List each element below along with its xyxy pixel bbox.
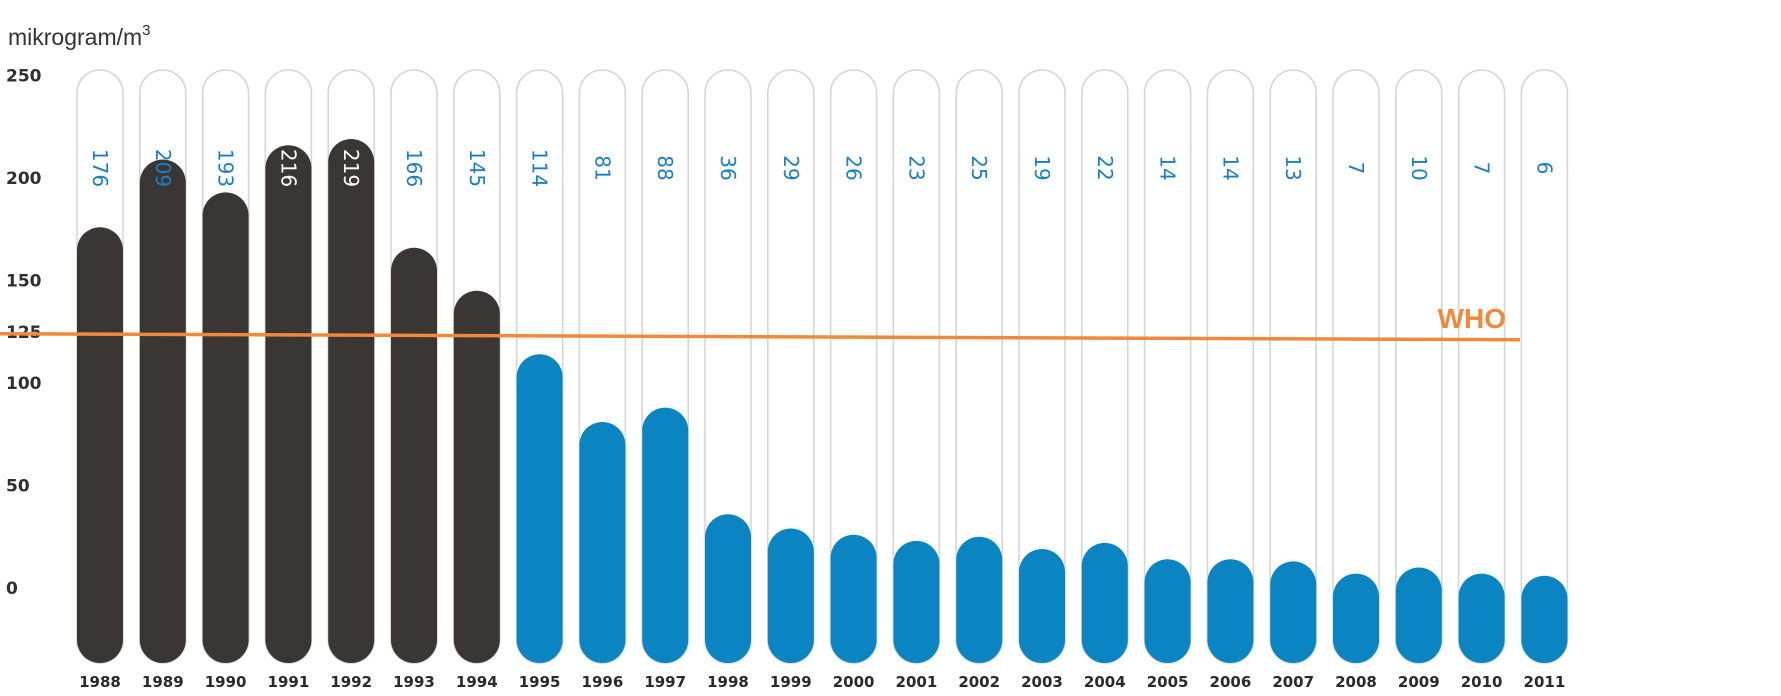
value-label-2001: 23 xyxy=(904,155,928,180)
y-axis-label-text: mikrogram/m xyxy=(8,24,142,50)
bar-1990 xyxy=(202,192,249,663)
bar-2004 xyxy=(1081,542,1128,663)
value-label-1997: 88 xyxy=(653,155,677,180)
y-axis-label: mikrogram/m3 xyxy=(8,22,151,50)
x-tick-1994: 1994 xyxy=(456,673,498,691)
bar-1992 xyxy=(328,139,375,664)
x-tick-1990: 1990 xyxy=(205,673,247,691)
bar-1995 xyxy=(516,354,563,663)
bar-2000 xyxy=(830,534,877,663)
who-label: WHO xyxy=(1438,303,1506,334)
value-label-1993: 166 xyxy=(402,149,426,187)
x-tick-2001: 2001 xyxy=(896,673,938,691)
x-tick-2007: 2007 xyxy=(1272,673,1314,691)
y-tick-50: 50 xyxy=(6,477,30,497)
x-tick-2006: 2006 xyxy=(1210,673,1252,691)
bar-1991 xyxy=(265,145,312,663)
y-axis-label-superscript: 3 xyxy=(142,22,150,39)
value-label-1988: 176 xyxy=(88,149,112,187)
y-ticks: 050100125150200250 xyxy=(6,67,42,600)
x-tick-2003: 2003 xyxy=(1021,673,1063,691)
value-label-2011: 6 xyxy=(1532,162,1556,175)
y-tick-250: 250 xyxy=(6,67,42,87)
value-label-1990: 193 xyxy=(214,149,238,187)
bar-1998 xyxy=(705,514,751,663)
x-tick-1993: 1993 xyxy=(393,673,435,691)
x-tick-2000: 2000 xyxy=(833,673,875,691)
x-tick-2010: 2010 xyxy=(1461,673,1503,691)
value-label-2000: 26 xyxy=(842,155,866,180)
x-tick-1991: 1991 xyxy=(268,673,310,691)
value-label-1992: 219 xyxy=(339,149,363,187)
bar-1989 xyxy=(139,159,186,664)
x-tick-1988: 1988 xyxy=(79,673,121,691)
y-tick-0: 0 xyxy=(6,579,18,599)
x-tick-2008: 2008 xyxy=(1335,673,1377,691)
bar-1997 xyxy=(642,407,689,663)
value-label-1991: 216 xyxy=(276,149,300,187)
value-label-1996: 81 xyxy=(590,155,614,180)
bar-2010 xyxy=(1458,573,1505,663)
bar-2007 xyxy=(1270,561,1317,663)
y-tick-200: 200 xyxy=(6,169,42,189)
value-label-1998: 36 xyxy=(716,155,740,180)
y-tick-150: 150 xyxy=(6,272,42,292)
value-label-1994: 145 xyxy=(465,149,489,187)
bar-2011 xyxy=(1521,575,1568,663)
value-label-2005: 14 xyxy=(1156,155,1180,180)
value-label-1989: 209 xyxy=(151,149,175,187)
value-label-2002: 25 xyxy=(967,155,991,180)
x-tick-1989: 1989 xyxy=(142,673,184,691)
x-tick-2004: 2004 xyxy=(1084,673,1126,691)
x-tick-2005: 2005 xyxy=(1147,673,1189,691)
bar-1993 xyxy=(391,247,437,663)
x-tick-1998: 1998 xyxy=(707,673,749,691)
x-tick-1992: 1992 xyxy=(330,673,372,691)
bar-2003 xyxy=(1019,549,1065,663)
y-tick-100: 100 xyxy=(6,374,42,394)
bar-1999 xyxy=(767,528,814,663)
value-label-1999: 29 xyxy=(779,155,803,180)
x-tick-2009: 2009 xyxy=(1398,673,1440,691)
value-label-2010: 7 xyxy=(1470,162,1494,175)
who-line xyxy=(0,332,1521,342)
bar-1994 xyxy=(453,290,500,663)
bars-layer: 176 209 193 216 219 166 145 114 81 88 36 29 26 23 25 19… xyxy=(76,69,1569,664)
x-tick-1996: 1996 xyxy=(582,673,624,691)
bar-2006 xyxy=(1207,559,1254,663)
x-ticks: 1988 1989 1990 1991 1992 1993 1994 1995 1996 1997… xyxy=(79,673,1565,691)
value-label-2009: 10 xyxy=(1407,155,1431,180)
value-label-2006: 14 xyxy=(1218,155,1242,180)
bar-2001 xyxy=(893,540,940,663)
bar-2005 xyxy=(1144,559,1191,663)
x-tick-1995: 1995 xyxy=(519,673,561,691)
x-tick-1997: 1997 xyxy=(644,673,686,691)
value-label-2004: 22 xyxy=(1093,155,1117,180)
x-tick-2011: 2011 xyxy=(1524,673,1566,691)
bar-track-2011 xyxy=(1520,69,1569,664)
bar-2009 xyxy=(1395,567,1442,663)
value-label-2008: 7 xyxy=(1344,162,1368,175)
value-label-1995: 114 xyxy=(528,149,552,187)
x-tick-1999: 1999 xyxy=(770,673,812,691)
bar-2002 xyxy=(956,536,1003,663)
value-label-2003: 19 xyxy=(1030,155,1054,180)
x-tick-2002: 2002 xyxy=(958,673,1000,691)
who-reference: WHO xyxy=(0,303,1521,342)
value-label-2007: 13 xyxy=(1281,155,1305,180)
bar-1988 xyxy=(77,227,123,663)
bar-1996 xyxy=(579,421,626,663)
bar-2008 xyxy=(1333,573,1379,663)
